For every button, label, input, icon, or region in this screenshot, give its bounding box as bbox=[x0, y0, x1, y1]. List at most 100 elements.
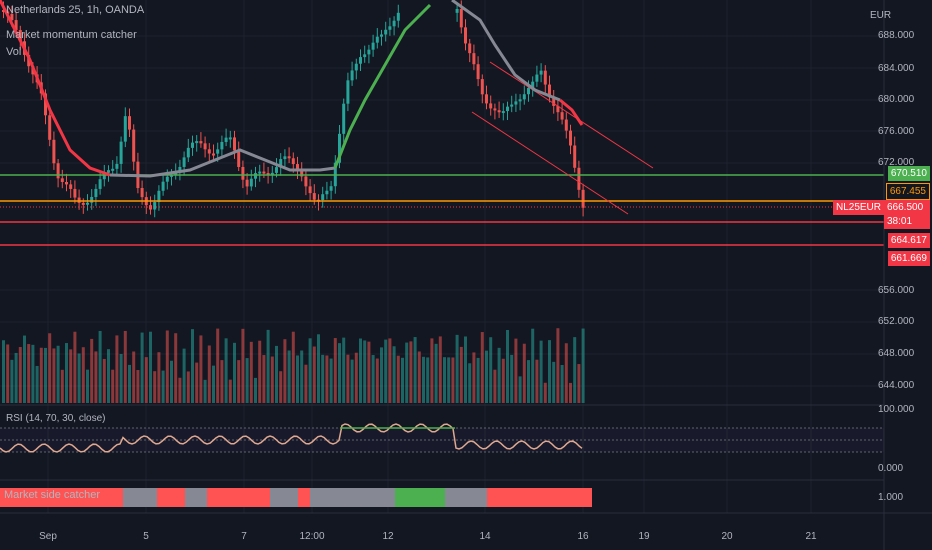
candle-body bbox=[338, 133, 341, 163]
volume-bar bbox=[539, 340, 543, 403]
volume-bar bbox=[480, 332, 484, 403]
volume-bar bbox=[291, 331, 295, 403]
symbol-legend[interactable]: Netherlands 25, 1h, OANDA bbox=[6, 4, 145, 16]
price-tick: 652.000 bbox=[878, 316, 915, 327]
indicator-legend-volume[interactable]: Vol bbox=[6, 46, 22, 58]
volume-bar bbox=[44, 347, 47, 403]
candle-body bbox=[388, 26, 392, 30]
volume-bar bbox=[165, 330, 169, 403]
volume-bar bbox=[548, 340, 551, 403]
volume-bar bbox=[325, 355, 329, 403]
candle-body bbox=[224, 137, 228, 142]
volume-bar bbox=[161, 370, 165, 403]
candle-body bbox=[107, 170, 110, 173]
market-side-block bbox=[157, 488, 185, 507]
candle-body bbox=[464, 27, 467, 44]
market-side-legend[interactable]: Market side catcher bbox=[4, 489, 100, 501]
volume-bar bbox=[174, 333, 178, 403]
volume-bar bbox=[560, 364, 564, 403]
volume-bar bbox=[128, 364, 131, 403]
volume-bar bbox=[485, 350, 488, 403]
candle-body bbox=[325, 190, 329, 195]
candle-body bbox=[287, 156, 291, 159]
candle-body bbox=[367, 49, 371, 55]
volume-bar bbox=[111, 369, 115, 403]
candle-body bbox=[111, 168, 115, 171]
candle-body bbox=[161, 181, 165, 191]
volume-bar bbox=[413, 337, 417, 403]
market-side-block bbox=[0, 488, 123, 507]
volume-bar bbox=[283, 339, 287, 403]
candle-body bbox=[548, 84, 551, 98]
time-label: 21 bbox=[805, 531, 817, 542]
volume-bar bbox=[90, 338, 94, 403]
candle-body bbox=[182, 157, 186, 167]
volume-bar bbox=[367, 341, 371, 403]
green-level-tag: 670.510 bbox=[887, 166, 930, 181]
volume-bar bbox=[65, 343, 68, 403]
volume-bar bbox=[346, 354, 350, 403]
time-label: 14 bbox=[479, 531, 491, 542]
candle-body bbox=[94, 188, 98, 197]
volume-bar bbox=[434, 343, 438, 403]
market-side-block bbox=[445, 488, 487, 507]
volume-bar bbox=[237, 360, 241, 403]
candle-body bbox=[577, 167, 581, 190]
volume-bar bbox=[199, 335, 203, 403]
volume-bar bbox=[119, 353, 123, 403]
volume-bar bbox=[178, 377, 182, 403]
candle-body bbox=[384, 29, 388, 35]
currency-label: EUR bbox=[870, 10, 892, 21]
volume-bar bbox=[216, 328, 220, 403]
volume-bar bbox=[10, 359, 14, 403]
volume-bar bbox=[249, 341, 253, 403]
volume-bar bbox=[60, 369, 64, 403]
candle-body bbox=[199, 141, 203, 144]
candle-body bbox=[480, 79, 484, 95]
candle-body bbox=[535, 74, 539, 82]
channel-lower-line bbox=[471, 111, 629, 215]
market-side-block bbox=[310, 488, 326, 507]
volume-bar bbox=[31, 344, 35, 403]
volume-bar bbox=[401, 357, 404, 403]
candle-body bbox=[249, 178, 253, 187]
volume-bar bbox=[510, 354, 514, 403]
candle-body bbox=[308, 186, 312, 194]
volume-bar bbox=[275, 345, 278, 403]
candle-body bbox=[472, 53, 476, 65]
candle-body bbox=[140, 188, 144, 198]
candle-body bbox=[178, 166, 182, 173]
candle-body bbox=[18, 30, 22, 42]
volume-bar bbox=[522, 343, 526, 403]
candle-body bbox=[212, 153, 215, 156]
volume-bars bbox=[2, 328, 585, 403]
candle-body bbox=[153, 202, 157, 210]
ma-red-segment-2 bbox=[559, 98, 584, 126]
time-label: 5 bbox=[143, 531, 149, 542]
volume-bar bbox=[581, 328, 585, 403]
indicator-legend-momentum[interactable]: Market momentum catcher bbox=[6, 29, 137, 41]
market-side-block bbox=[527, 488, 592, 507]
volume-bar bbox=[354, 352, 358, 403]
volume-bar bbox=[182, 348, 186, 403]
candle-body bbox=[220, 141, 224, 150]
candle-body bbox=[354, 63, 358, 71]
market-side-block bbox=[123, 488, 157, 507]
market-side-block bbox=[298, 488, 310, 507]
volume-bar bbox=[552, 361, 556, 403]
candle-body bbox=[501, 111, 505, 114]
volume-bar bbox=[27, 344, 31, 403]
volume-bar bbox=[422, 356, 425, 403]
volume-bar bbox=[266, 329, 270, 403]
volume-bar bbox=[380, 347, 383, 403]
volume-bar bbox=[186, 371, 190, 403]
rsi-legend[interactable]: RSI (14, 70, 30, close) bbox=[6, 413, 106, 424]
candle-body bbox=[132, 129, 136, 162]
volume-bar bbox=[417, 351, 421, 403]
candle-body bbox=[44, 93, 47, 116]
candle-body bbox=[560, 112, 564, 120]
candle-body bbox=[283, 156, 287, 160]
volume-bar bbox=[102, 358, 106, 403]
candle-body bbox=[228, 137, 232, 140]
